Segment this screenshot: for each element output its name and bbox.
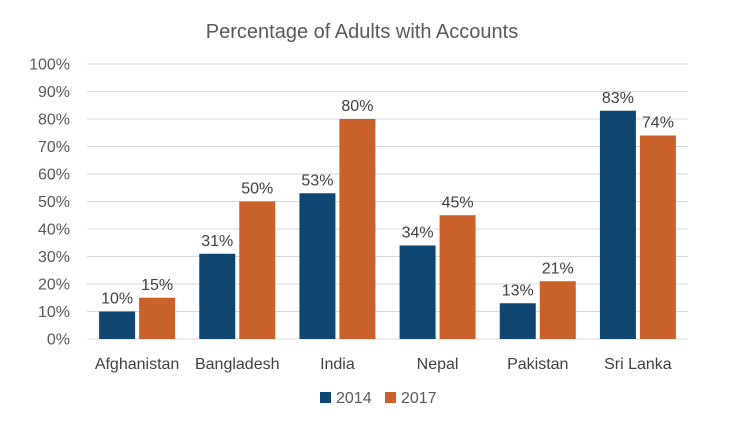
bar-pakistan-2017 bbox=[539, 281, 576, 339]
bar-nepal-2014 bbox=[399, 245, 436, 339]
y-tick-label: 80% bbox=[38, 112, 70, 129]
y-tick-label: 30% bbox=[38, 249, 70, 266]
data-label-india-2014: 53% bbox=[301, 172, 333, 189]
category-label-sri-lanka: Sri Lanka bbox=[604, 356, 672, 373]
bar-sri-lanka-2014 bbox=[599, 110, 636, 339]
data-label-india-2017: 80% bbox=[341, 98, 373, 115]
chart-title: Percentage of Adults with Accounts bbox=[206, 21, 518, 43]
y-tick-label: 100% bbox=[29, 57, 70, 74]
gridlines bbox=[87, 63, 688, 340]
bar-sri-lanka-2017 bbox=[639, 135, 676, 339]
bar-india-2017 bbox=[339, 119, 376, 339]
category-label-nepal: Nepal bbox=[417, 356, 459, 373]
y-tick-label: 10% bbox=[38, 304, 70, 321]
data-label-afghanistan-2017: 15% bbox=[141, 277, 173, 294]
data-label-bangladesh-2017: 50% bbox=[241, 181, 273, 198]
category-label-bangladesh: Bangladesh bbox=[195, 356, 280, 373]
category-label-pakistan: Pakistan bbox=[507, 356, 568, 373]
bar-afghanistan-2017 bbox=[139, 297, 176, 339]
category-label-afghanistan: Afghanistan bbox=[95, 356, 180, 373]
bar-afghanistan-2014 bbox=[99, 311, 136, 339]
legend-label-2017: 2017 bbox=[401, 390, 437, 407]
y-tick-label: 90% bbox=[38, 84, 70, 101]
y-axis-tick-labels: 0% 10% 20% 30% 40% 50% 60% 70% 80% 90% 100% bbox=[29, 57, 70, 349]
bar-pakistan-2014 bbox=[499, 303, 536, 339]
data-label-bangladesh-2014: 31% bbox=[201, 233, 233, 250]
data-label-nepal-2014: 34% bbox=[402, 225, 434, 242]
bar-nepal-2017 bbox=[439, 215, 476, 339]
data-label-nepal-2017: 45% bbox=[442, 194, 474, 211]
data-labels: 10% 15% 31% 50% 53% 80% 34% 45% 13% 21% 83% 74% bbox=[101, 90, 674, 308]
bar-bangladesh-2017 bbox=[239, 201, 276, 339]
bar-india-2014 bbox=[299, 193, 336, 339]
legend-swatch-2014 bbox=[320, 392, 331, 403]
y-tick-label: 60% bbox=[38, 167, 70, 184]
y-tick-label: 20% bbox=[38, 277, 70, 294]
legend: 2014 2017 bbox=[320, 390, 437, 407]
data-label-pakistan-2017: 21% bbox=[542, 260, 574, 277]
category-label-india: India bbox=[320, 356, 355, 373]
y-tick-label: 0% bbox=[47, 332, 70, 349]
y-tick-label: 70% bbox=[38, 139, 70, 156]
legend-swatch-2017 bbox=[385, 392, 396, 403]
legend-label-2014: 2014 bbox=[336, 390, 372, 407]
data-label-sri-lanka-2017: 74% bbox=[642, 115, 674, 132]
y-tick-label: 50% bbox=[38, 194, 70, 211]
data-label-afghanistan-2014: 10% bbox=[101, 291, 133, 308]
bar-bangladesh-2014 bbox=[199, 253, 236, 339]
y-tick-label: 40% bbox=[38, 222, 70, 239]
data-label-sri-lanka-2014: 83% bbox=[602, 90, 634, 107]
x-axis-category-labels: Afghanistan Bangladesh India Nepal Pakistan S… bbox=[95, 356, 672, 373]
bars bbox=[99, 110, 676, 339]
data-label-pakistan-2014: 13% bbox=[502, 282, 534, 299]
